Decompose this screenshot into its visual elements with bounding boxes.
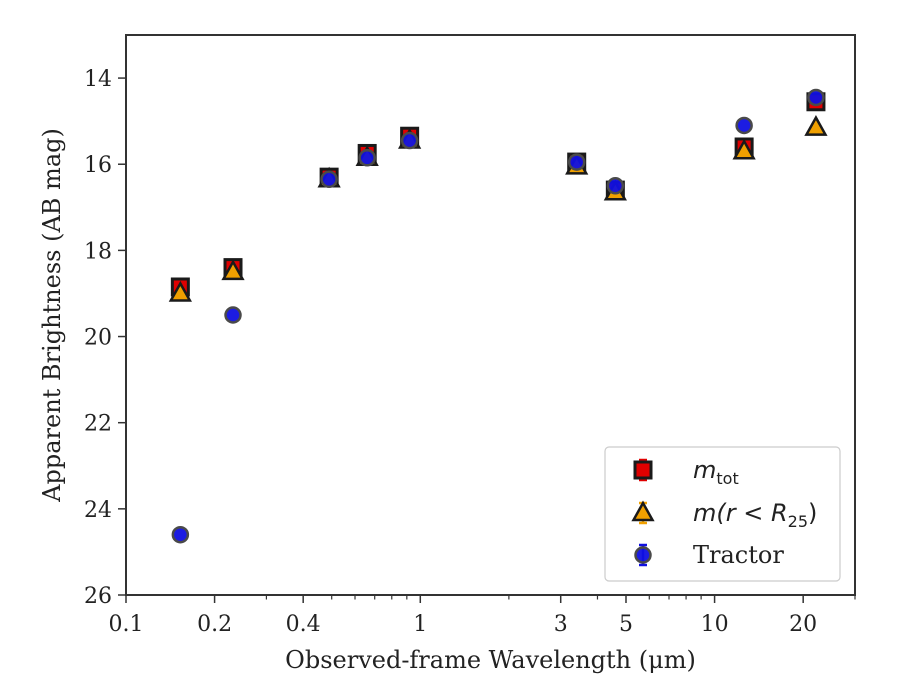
- data-point-m-r25: [168, 280, 192, 302]
- x-tick-label: 20: [789, 612, 817, 637]
- series-mtot: [170, 92, 826, 297]
- x-tick-label: 1: [413, 612, 427, 637]
- y-tick-label: 26: [84, 584, 112, 609]
- y-tick-label: 22: [84, 412, 112, 437]
- x-tick-label: 10: [701, 612, 729, 637]
- ticks-layer: 0.1 0.2 0.4 1 3 5 10 20 14 16 18 20 22 24 26: [84, 67, 856, 637]
- legend-label-m-r25: m(r < R25): [693, 499, 817, 531]
- legend-label-mtot: mtot: [693, 456, 739, 488]
- data-point-tractor: [735, 116, 753, 135]
- y-tick-label: 20: [84, 326, 112, 351]
- y-tick-label: 16: [84, 153, 112, 178]
- data-point-m-r25: [732, 138, 756, 160]
- series-tractor: [171, 88, 825, 544]
- x-tick-label: 3: [554, 612, 568, 637]
- data-point-m-r25: [804, 115, 828, 136]
- plot-frame: [125, 34, 856, 596]
- data-point-tractor: [358, 149, 376, 167]
- data-point-tractor: [606, 177, 625, 195]
- data-point-tractor: [400, 131, 419, 150]
- legend: mtot m(r < R25) Tractor: [604, 446, 841, 582]
- data-point-tractor: [224, 306, 242, 324]
- legend-marker-tractor: [634, 546, 652, 564]
- x-tick-label: 0.4: [286, 612, 321, 637]
- points-layer: [168, 88, 828, 544]
- x-tick-label: 0.1: [109, 612, 144, 637]
- y-tick-label: 18: [84, 239, 112, 264]
- x-tick-label: 0.2: [197, 612, 232, 637]
- legend-marker-mtot: [633, 460, 653, 480]
- y-tick-label: 24: [84, 498, 112, 523]
- data-point-tractor: [171, 525, 190, 544]
- data-point-m-r25: [221, 259, 245, 281]
- legend-marker-m-r25: [631, 500, 655, 522]
- x-tick-label: 5: [619, 612, 633, 637]
- y-axis-label: Apparent Brightness (AB mag): [38, 128, 66, 503]
- series-m-r25: [168, 115, 828, 302]
- data-point-tractor: [320, 170, 338, 189]
- legend-frame: [604, 446, 841, 582]
- x-axis-label: Observed-frame Wavelength (μm): [285, 646, 696, 674]
- legend-label-tractor: Tractor: [693, 541, 784, 569]
- y-tick-label: 14: [84, 67, 112, 92]
- data-point-tractor: [567, 153, 586, 171]
- data-point-tractor: [807, 88, 825, 107]
